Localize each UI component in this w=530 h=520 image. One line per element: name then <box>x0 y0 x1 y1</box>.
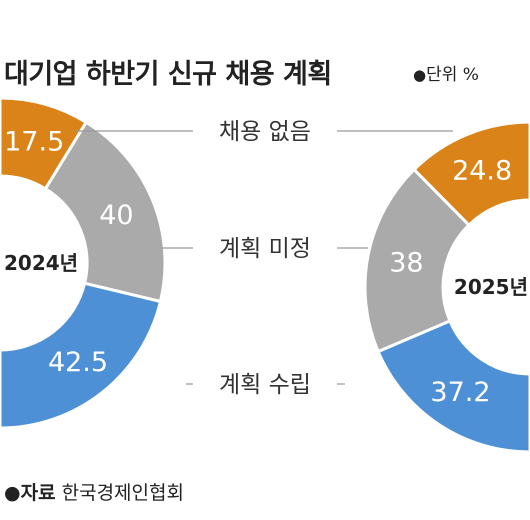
segment-2025-2 <box>376 319 530 454</box>
unit-note: ●단위 % <box>413 60 479 85</box>
segment-2024-1 <box>43 120 167 304</box>
segment-2024-2 <box>0 281 163 430</box>
category-label-0: 채용 없음 <box>219 119 311 145</box>
source-note: ●자료 한국경제인협회 <box>4 478 184 505</box>
segment-2025-1 <box>363 167 471 354</box>
connectors-layer <box>76 130 453 385</box>
value-label-2025-0: 24.8 <box>452 155 512 186</box>
source-label: 자료 <box>20 482 56 504</box>
category-label-2: 계획 수립 <box>219 372 311 398</box>
center-label-2025: 2025년 <box>454 275 528 299</box>
center-label-2024: 2024년 <box>4 251 78 275</box>
category-label-1: 계획 미정 <box>219 236 311 262</box>
source-bullet: ● <box>4 482 21 504</box>
value-label-2024-2: 42.5 <box>48 347 108 378</box>
unit-label: 단위 % <box>426 65 479 85</box>
source-text: 한국경제인협회 <box>61 482 184 504</box>
value-label-2024-1: 40 <box>99 200 133 231</box>
value-label-2024-0: 17.5 <box>4 127 64 158</box>
unit-bullet: ● <box>413 66 427 84</box>
chart-title: 대기업 하반기 신규 채용 계획 <box>4 59 332 90</box>
value-label-2025-1: 38 <box>389 248 423 279</box>
segments-layer <box>0 96 530 454</box>
value-label-2025-2: 37.2 <box>430 377 490 408</box>
